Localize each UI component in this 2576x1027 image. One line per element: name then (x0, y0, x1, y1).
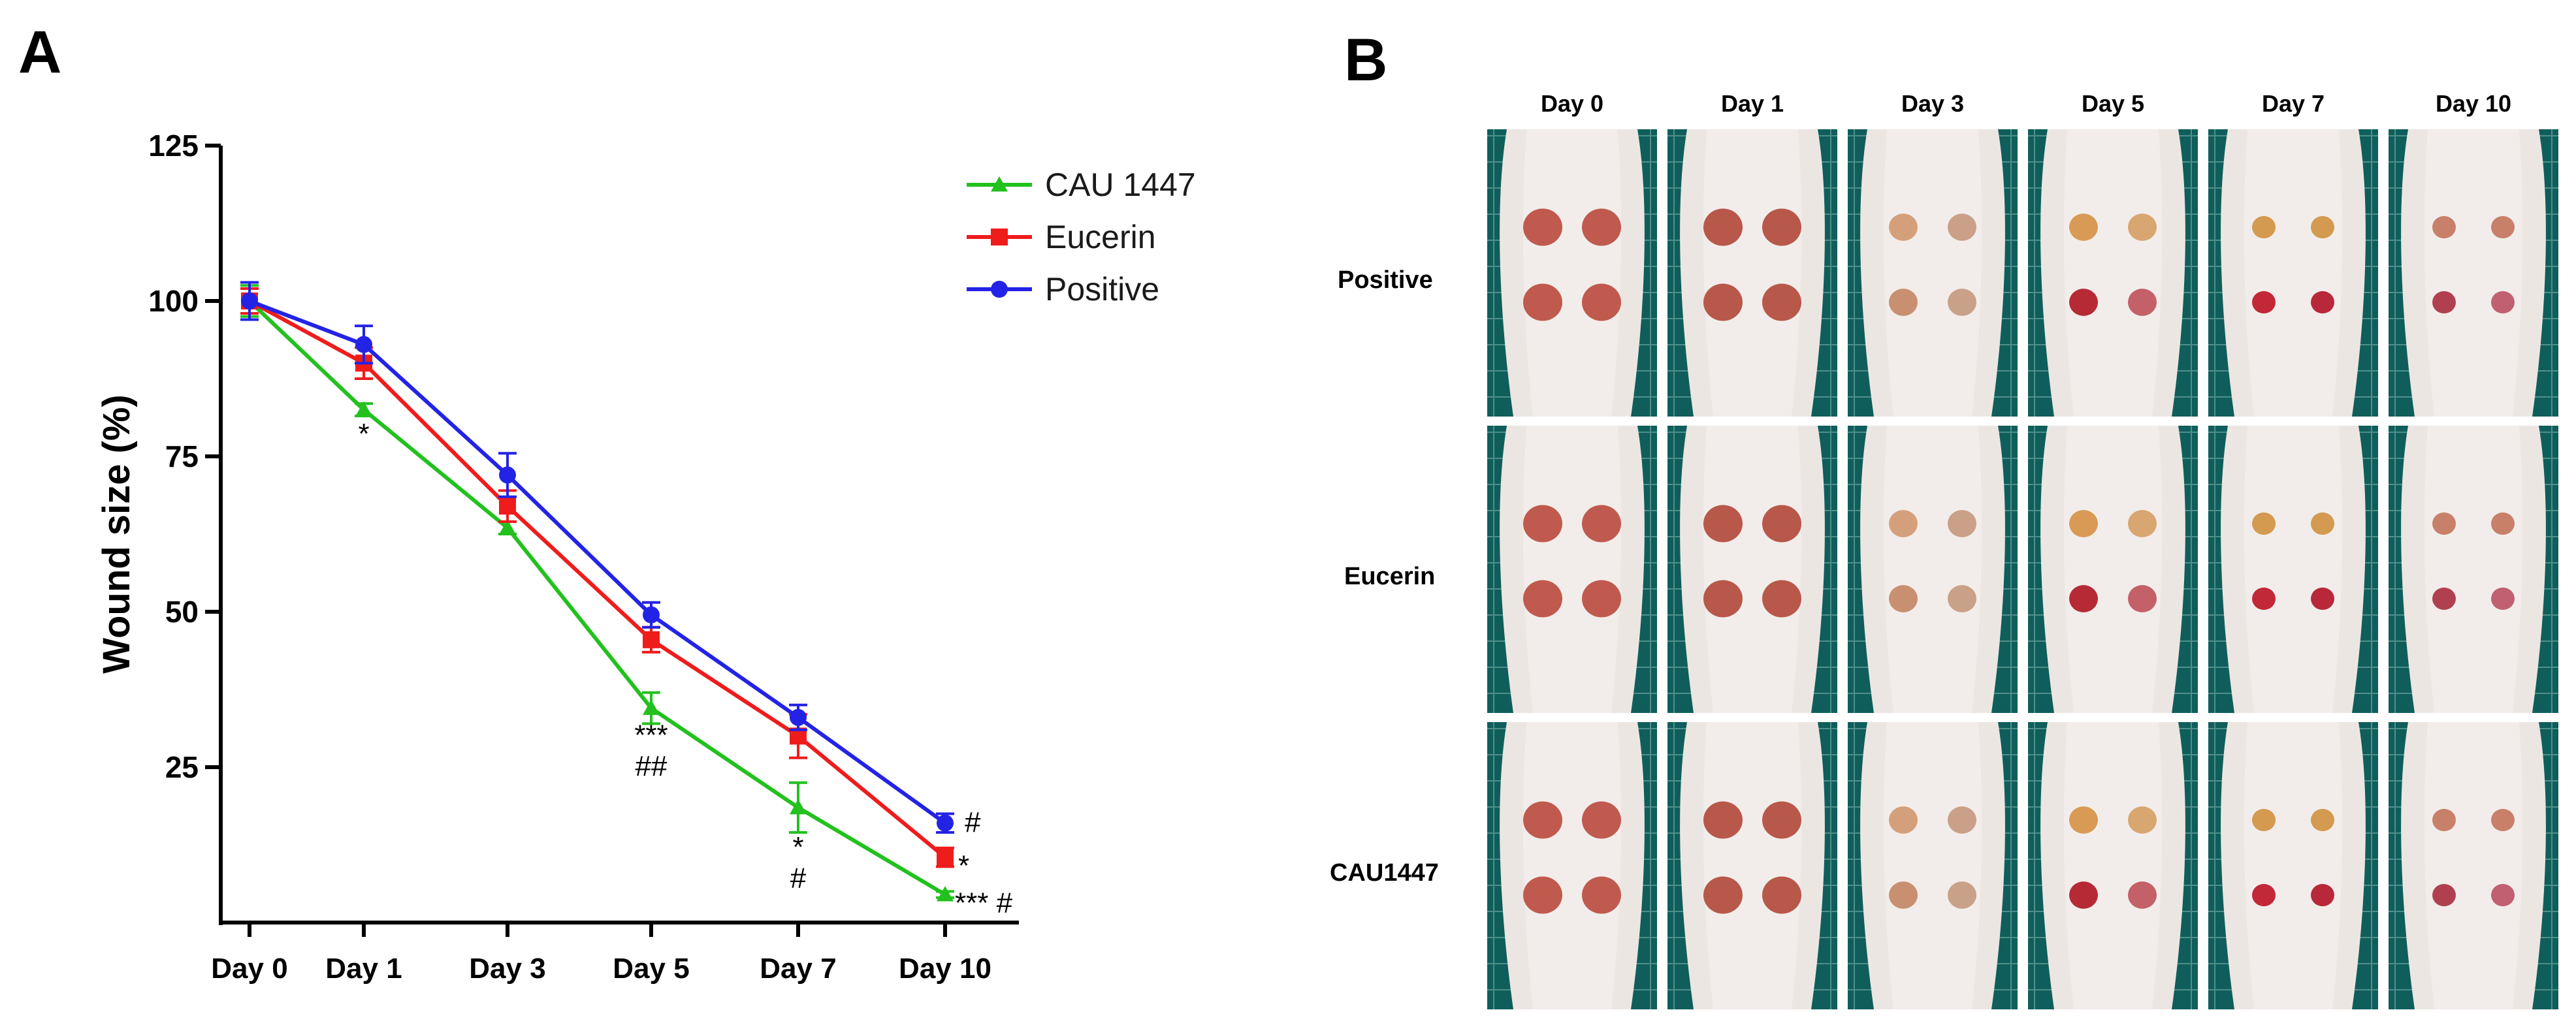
photo-row-label: Positive (1338, 266, 1433, 294)
y-axis-label: Wound size (%) (95, 394, 138, 673)
data-point (937, 886, 954, 902)
significance-mark: # (790, 862, 807, 894)
wound-photo (1667, 426, 1837, 713)
significance-mark: * (358, 418, 369, 450)
data-point (991, 281, 1008, 298)
data-point (355, 401, 372, 417)
significance-mark: * (958, 850, 969, 882)
data-point (790, 798, 807, 815)
x-tick-label: Day 1 (325, 953, 402, 985)
x-tick-label: Day 0 (211, 953, 287, 985)
data-point (643, 631, 660, 648)
data-point (241, 292, 258, 309)
photo-col-header: Day 0 (1540, 90, 1604, 117)
wound-photo (1487, 426, 1657, 713)
legend-label: Positive (1045, 271, 1159, 308)
x-tick-label: Day 7 (760, 953, 836, 985)
y-tick-label: 50 (165, 595, 199, 629)
data-point (355, 336, 372, 353)
data-point (937, 849, 954, 866)
data-point (643, 606, 660, 624)
significance-mark: *** # (955, 887, 1013, 919)
wound-size-chart: 25 50 75 100 125 Day 0 Day 1 Day 3 Day 5 Day 7 Day… (95, 129, 1196, 985)
x-tick-label: Day 3 (469, 953, 545, 985)
wound-photo (1848, 129, 2018, 417)
wound-photo (2389, 426, 2558, 713)
wound-photo (2028, 722, 2198, 1009)
panel-b-label: B (1344, 27, 1388, 93)
wound-photo (1667, 722, 1837, 1009)
wound-photo (2028, 129, 2198, 417)
wound-photo (2389, 722, 2558, 1009)
wound-photo (1667, 129, 1837, 417)
series-line-cau-1447 (248, 299, 946, 896)
wound-photo (2389, 129, 2558, 417)
photo-col-header: Day 5 (2081, 90, 2145, 117)
x-tick-label: Day 5 (613, 953, 689, 985)
series-line-positive (248, 299, 946, 825)
significance-mark: ## (636, 750, 668, 782)
legend-label: CAU 1447 (1045, 166, 1196, 203)
series-line-eucerin (248, 299, 946, 859)
wound-photo (1848, 426, 2018, 713)
legend-label: Eucerin (1045, 219, 1156, 255)
y-tick-label: 75 (165, 439, 199, 473)
data-point (499, 498, 516, 515)
significance-mark: # (965, 806, 981, 838)
wound-photo (1848, 722, 2018, 1009)
photo-col-header: Day 7 (2261, 90, 2325, 117)
data-point (991, 176, 1008, 192)
data-point (643, 699, 660, 715)
x-tick-label: Day 10 (899, 953, 991, 985)
data-point (937, 814, 954, 832)
significance-mark: * (792, 831, 803, 863)
photo-row-label: Eucerin (1344, 563, 1436, 590)
photo-col-header: Day 10 (2435, 90, 2512, 117)
data-point (991, 229, 1008, 245)
panel-a-label: A (18, 19, 62, 86)
photo-row-label: CAU1447 (1330, 859, 1439, 887)
y-tick-label: 100 (148, 284, 199, 318)
y-tick-label: 125 (148, 129, 199, 163)
photo-col-header: Day 3 (1901, 90, 1965, 117)
wound-photo (1487, 129, 1657, 417)
wound-photo (2028, 426, 2198, 713)
wound-photo (2208, 129, 2378, 417)
photo-col-header: Day 1 (1720, 90, 1784, 117)
wound-photo (2208, 722, 2378, 1009)
wound-photo (1487, 722, 1657, 1009)
wound-photo (2208, 426, 2378, 713)
data-point (499, 466, 516, 484)
significance-mark: *** (634, 719, 668, 751)
data-point (790, 708, 807, 726)
y-tick-label: 25 (165, 750, 199, 784)
data-point (499, 519, 516, 535)
